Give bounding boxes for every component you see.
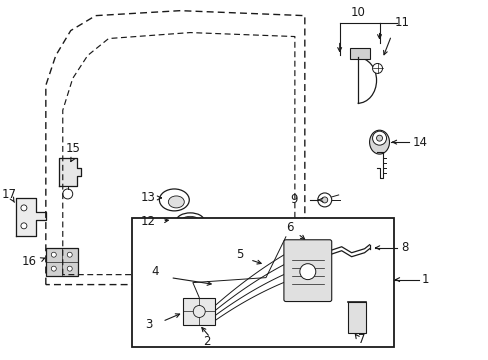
Bar [349, 48, 369, 59]
Ellipse shape [176, 213, 204, 229]
Ellipse shape [159, 189, 189, 211]
FancyBboxPatch shape [284, 240, 331, 302]
Text: 4: 4 [151, 265, 159, 278]
Ellipse shape [168, 196, 184, 208]
Bar [132, 218, 394, 347]
Text: 1: 1 [421, 273, 428, 286]
Circle shape [299, 264, 315, 280]
Text: 6: 6 [285, 221, 293, 234]
Text: 3: 3 [144, 318, 152, 331]
Circle shape [62, 189, 73, 199]
Bar [46, 248, 78, 276]
Text: 17: 17 [1, 188, 17, 202]
Ellipse shape [181, 216, 199, 225]
Circle shape [376, 135, 382, 141]
Circle shape [21, 223, 27, 229]
Text: 9: 9 [290, 193, 297, 206]
Bar [347, 302, 365, 333]
Text: 12: 12 [141, 215, 156, 228]
Circle shape [51, 252, 56, 257]
Circle shape [372, 63, 382, 73]
Text: 5: 5 [236, 248, 243, 261]
Bar [183, 298, 215, 325]
Circle shape [51, 266, 56, 271]
Circle shape [67, 252, 72, 257]
Text: 11: 11 [394, 16, 408, 29]
Text: 16: 16 [21, 255, 36, 268]
Text: 14: 14 [411, 136, 427, 149]
Polygon shape [59, 158, 81, 186]
Text: 10: 10 [349, 6, 365, 19]
Text: 8: 8 [401, 241, 408, 254]
Polygon shape [16, 198, 46, 236]
Text: 15: 15 [65, 141, 80, 155]
Circle shape [372, 131, 386, 145]
Ellipse shape [369, 130, 389, 154]
Text: 13: 13 [141, 192, 156, 204]
Circle shape [67, 266, 72, 271]
Text: 2: 2 [203, 335, 210, 348]
Circle shape [317, 193, 331, 207]
Text: 7: 7 [357, 333, 365, 346]
Circle shape [321, 197, 327, 203]
Circle shape [193, 306, 205, 318]
Circle shape [21, 205, 27, 211]
